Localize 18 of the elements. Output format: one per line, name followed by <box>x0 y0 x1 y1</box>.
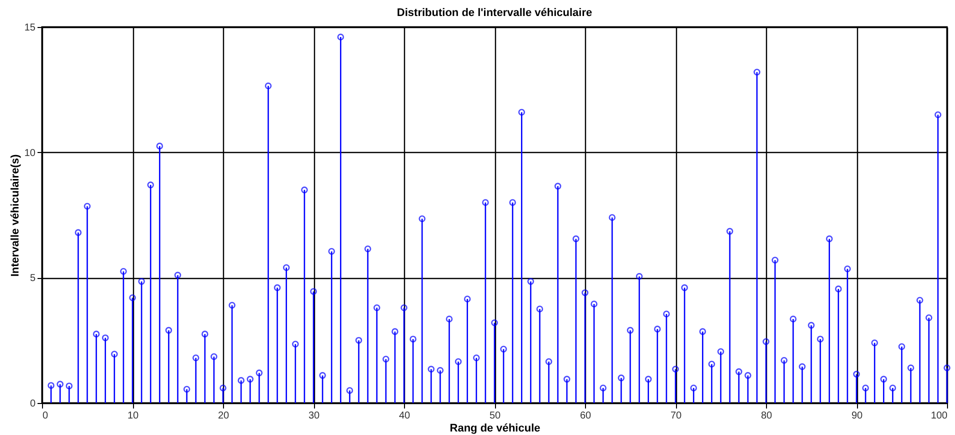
x-axis-title: Rang de véhicule <box>450 422 540 434</box>
y-tick-label: 15 <box>24 22 36 34</box>
x-tick-label: 40 <box>398 410 410 422</box>
x-tick-label: 0 <box>42 410 48 422</box>
x-tick-label: 100 <box>930 410 948 422</box>
y-tick-label: 5 <box>30 273 36 284</box>
x-tick-label: 10 <box>127 410 139 422</box>
x-tick-label: 70 <box>670 410 682 422</box>
y-tick-label: 0 <box>30 398 36 410</box>
x-tick-label: 30 <box>308 410 320 422</box>
chart-title: Distribution de l'intervalle véhiculaire <box>396 7 592 19</box>
x-tick-label: 50 <box>489 410 501 422</box>
x-tick-label: 80 <box>760 410 772 422</box>
y-tick-label: 10 <box>24 148 36 159</box>
x-tick-label: 20 <box>218 410 230 422</box>
x-tick-label: 90 <box>851 410 863 422</box>
y-axis-title: Intervalle véhiculaire(s) <box>9 154 22 277</box>
x-tick-label: 60 <box>580 410 592 422</box>
